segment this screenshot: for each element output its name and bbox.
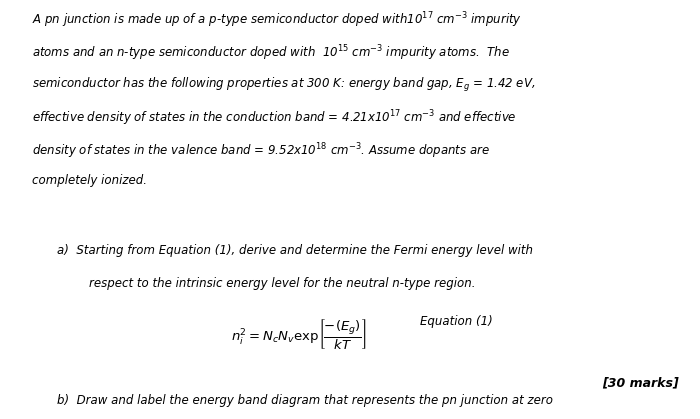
Text: completely ionized.: completely ionized. (32, 174, 146, 187)
Text: effective density of states in the conduction band = 4.21x10$^{17}$ cm$^{-3}$ an: effective density of states in the condu… (32, 109, 516, 128)
Text: atoms and an n-type semiconductor doped with  10$^{15}$ cm$^{-3}$ impurity atoms: atoms and an n-type semiconductor doped … (32, 43, 510, 63)
Text: a)  Starting from Equation (1), derive and determine the Fermi energy level with: a) Starting from Equation (1), derive an… (57, 244, 533, 257)
Text: b)  Draw and label the energy band diagram that represents the pn junction at ze: b) Draw and label the energy band diagra… (57, 394, 554, 407)
Text: density of states in the valence band = 9.52x10$^{18}$ cm$^{-3}$. Assume dopants: density of states in the valence band = … (32, 141, 490, 161)
Text: Equation (1): Equation (1) (420, 315, 493, 328)
Text: $n_i^2 = N_cN_v\mathrm{exp}\left[\dfrac{-(E_g)}{kT}\right]$: $n_i^2 = N_cN_v\mathrm{exp}\left[\dfrac{… (231, 317, 367, 351)
Text: respect to the intrinsic energy level for the neutral n-type region.: respect to the intrinsic energy level fo… (89, 277, 475, 290)
Text: semiconductor has the following properties at 300 K: energy band gap, $E_g$ = 1.: semiconductor has the following properti… (32, 76, 535, 94)
Text: A pn junction is made up of a p-type semiconductor doped with10$^{17}$ cm$^{-3}$: A pn junction is made up of a p-type sem… (32, 10, 522, 30)
Text: [30 marks]: [30 marks] (602, 376, 679, 389)
